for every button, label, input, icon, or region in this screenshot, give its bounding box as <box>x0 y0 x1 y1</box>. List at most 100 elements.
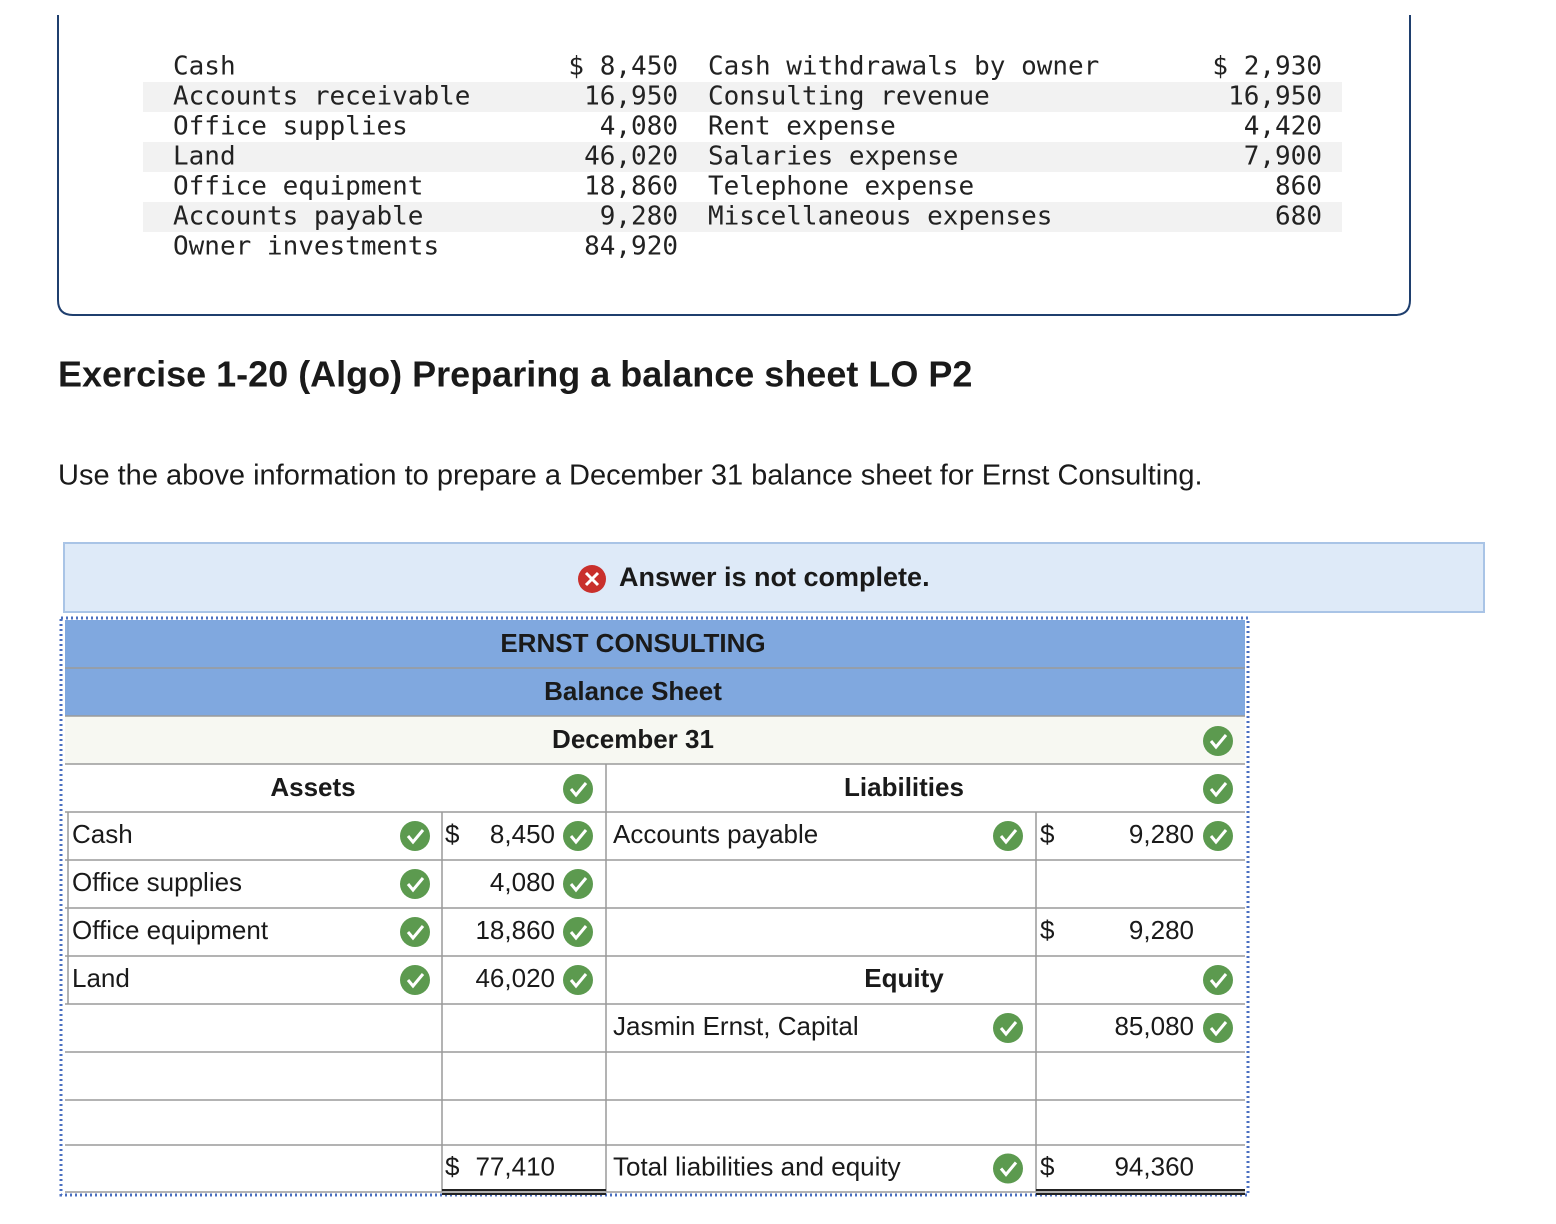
date-band <box>65 716 1245 764</box>
status-text: Answer is not complete. <box>619 562 930 592</box>
check-icon <box>400 965 430 995</box>
row-shade <box>143 142 1342 172</box>
info-label: Office equipment <box>173 172 423 202</box>
check-mark <box>1209 973 1228 989</box>
info-value: 680 <box>1275 202 1322 232</box>
equity-heading: Equity <box>864 963 944 993</box>
info-label: Salaries expense <box>708 142 958 172</box>
check-icon <box>993 821 1023 851</box>
check-mark <box>1209 829 1228 845</box>
check-mark <box>406 973 425 989</box>
asset-amount: 4,080 <box>490 867 555 897</box>
liability-amount: 9,280 <box>1129 819 1194 849</box>
exercise-title: Exercise 1-20 (Algo) Preparing a balance… <box>58 354 972 395</box>
instruction: Use the above information to prepare a D… <box>58 460 1203 492</box>
check-mark <box>569 925 588 941</box>
info-value: 18,860 <box>584 172 678 202</box>
currency: $ <box>1040 1151 1055 1181</box>
info-label: Accounts payable <box>173 202 423 232</box>
info-value: 4,420 <box>1244 112 1322 142</box>
check-mark <box>999 1021 1018 1037</box>
check-mark <box>569 877 588 893</box>
total-le-label: Total liabilities and equity <box>613 1151 901 1181</box>
info-value: 4,080 <box>600 112 678 142</box>
check-icon <box>563 869 593 899</box>
asset-amount: 18,860 <box>475 915 555 945</box>
statement: Balance Sheet <box>544 676 722 706</box>
check-icon <box>1203 726 1233 756</box>
info-label: Accounts receivable <box>173 82 470 112</box>
info-value: 84,920 <box>584 232 678 262</box>
check-mark <box>569 973 588 989</box>
currency: $ <box>1040 819 1055 849</box>
check-icon <box>1203 821 1233 851</box>
info-label: Owner investments <box>173 232 439 262</box>
check-mark <box>406 925 425 941</box>
liability-label: Accounts payable <box>613 819 818 849</box>
status-box <box>63 542 1485 613</box>
equity-label: Jasmin Ernst, Capital <box>613 1011 859 1041</box>
liabilities-heading: Liabilities <box>844 772 964 802</box>
info-label: Miscellaneous expenses <box>708 202 1052 232</box>
total-le-amount: 94,360 <box>1114 1151 1194 1181</box>
check-mark <box>569 829 588 845</box>
check-icon <box>1203 774 1233 804</box>
asset-amount: 8,450 <box>490 819 555 849</box>
info-label: Consulting revenue <box>708 82 990 112</box>
info-value: 7,900 <box>1244 142 1322 172</box>
row-shade <box>143 202 1342 232</box>
info-value: 16,950 <box>1228 82 1322 112</box>
body-bg <box>65 764 1245 1192</box>
row-shade <box>143 82 1342 112</box>
check-icon <box>1203 965 1233 995</box>
info-label: Telephone expense <box>708 172 974 202</box>
info-label: Land <box>173 142 236 172</box>
check-icon <box>993 1013 1023 1043</box>
balance-sheet: ERNST CONSULTING Balance Sheet December 31… <box>59 616 1250 1197</box>
check-mark <box>1209 1021 1228 1037</box>
asset-label: Land <box>72 963 130 993</box>
info-value: 9,280 <box>600 202 678 232</box>
info-value: 46,020 <box>584 142 678 172</box>
check-icon <box>400 869 430 899</box>
total-liabilities: 9,280 <box>1129 915 1194 945</box>
equity-amount: 85,080 <box>1114 1011 1194 1041</box>
info-label: Cash withdrawals by owner <box>708 52 1099 82</box>
info-box <box>57 15 1411 316</box>
check-icon <box>563 774 593 804</box>
check-icon <box>1203 1013 1233 1043</box>
total-assets: 77,410 <box>475 1151 555 1181</box>
check-mark <box>569 782 588 798</box>
check-icon <box>563 821 593 851</box>
date: December 31 <box>552 724 714 754</box>
asset-amount: 46,020 <box>475 963 555 993</box>
check-mark <box>1209 782 1228 798</box>
asset-label: Office equipment <box>72 915 269 945</box>
info-value: $ 8,450 <box>568 52 678 82</box>
currency: $ <box>1040 915 1055 945</box>
assets-heading: Assets <box>270 772 355 802</box>
check-mark <box>1209 734 1228 750</box>
check-icon <box>400 821 430 851</box>
info-label: Cash <box>173 52 236 82</box>
info-value: 16,950 <box>584 82 678 112</box>
info-label: Office supplies <box>173 112 408 142</box>
check-icon <box>563 965 593 995</box>
info-value: 860 <box>1275 172 1322 202</box>
check-icon <box>400 917 430 947</box>
currency: $ <box>445 1151 460 1181</box>
dotted-frame <box>59 616 1250 1197</box>
info-value: $ 2,930 <box>1212 52 1322 82</box>
currency: $ <box>445 819 460 849</box>
asset-label: Office supplies <box>72 867 242 897</box>
check-mark <box>999 1161 1018 1177</box>
asset-label: Cash <box>72 819 133 849</box>
error-cross <box>584 571 600 587</box>
check-icon <box>993 1153 1023 1184</box>
company: ERNST CONSULTING <box>500 628 765 658</box>
check-mark <box>406 877 425 893</box>
check-mark <box>406 829 425 845</box>
check-mark <box>999 829 1018 845</box>
check-icon <box>563 917 593 947</box>
